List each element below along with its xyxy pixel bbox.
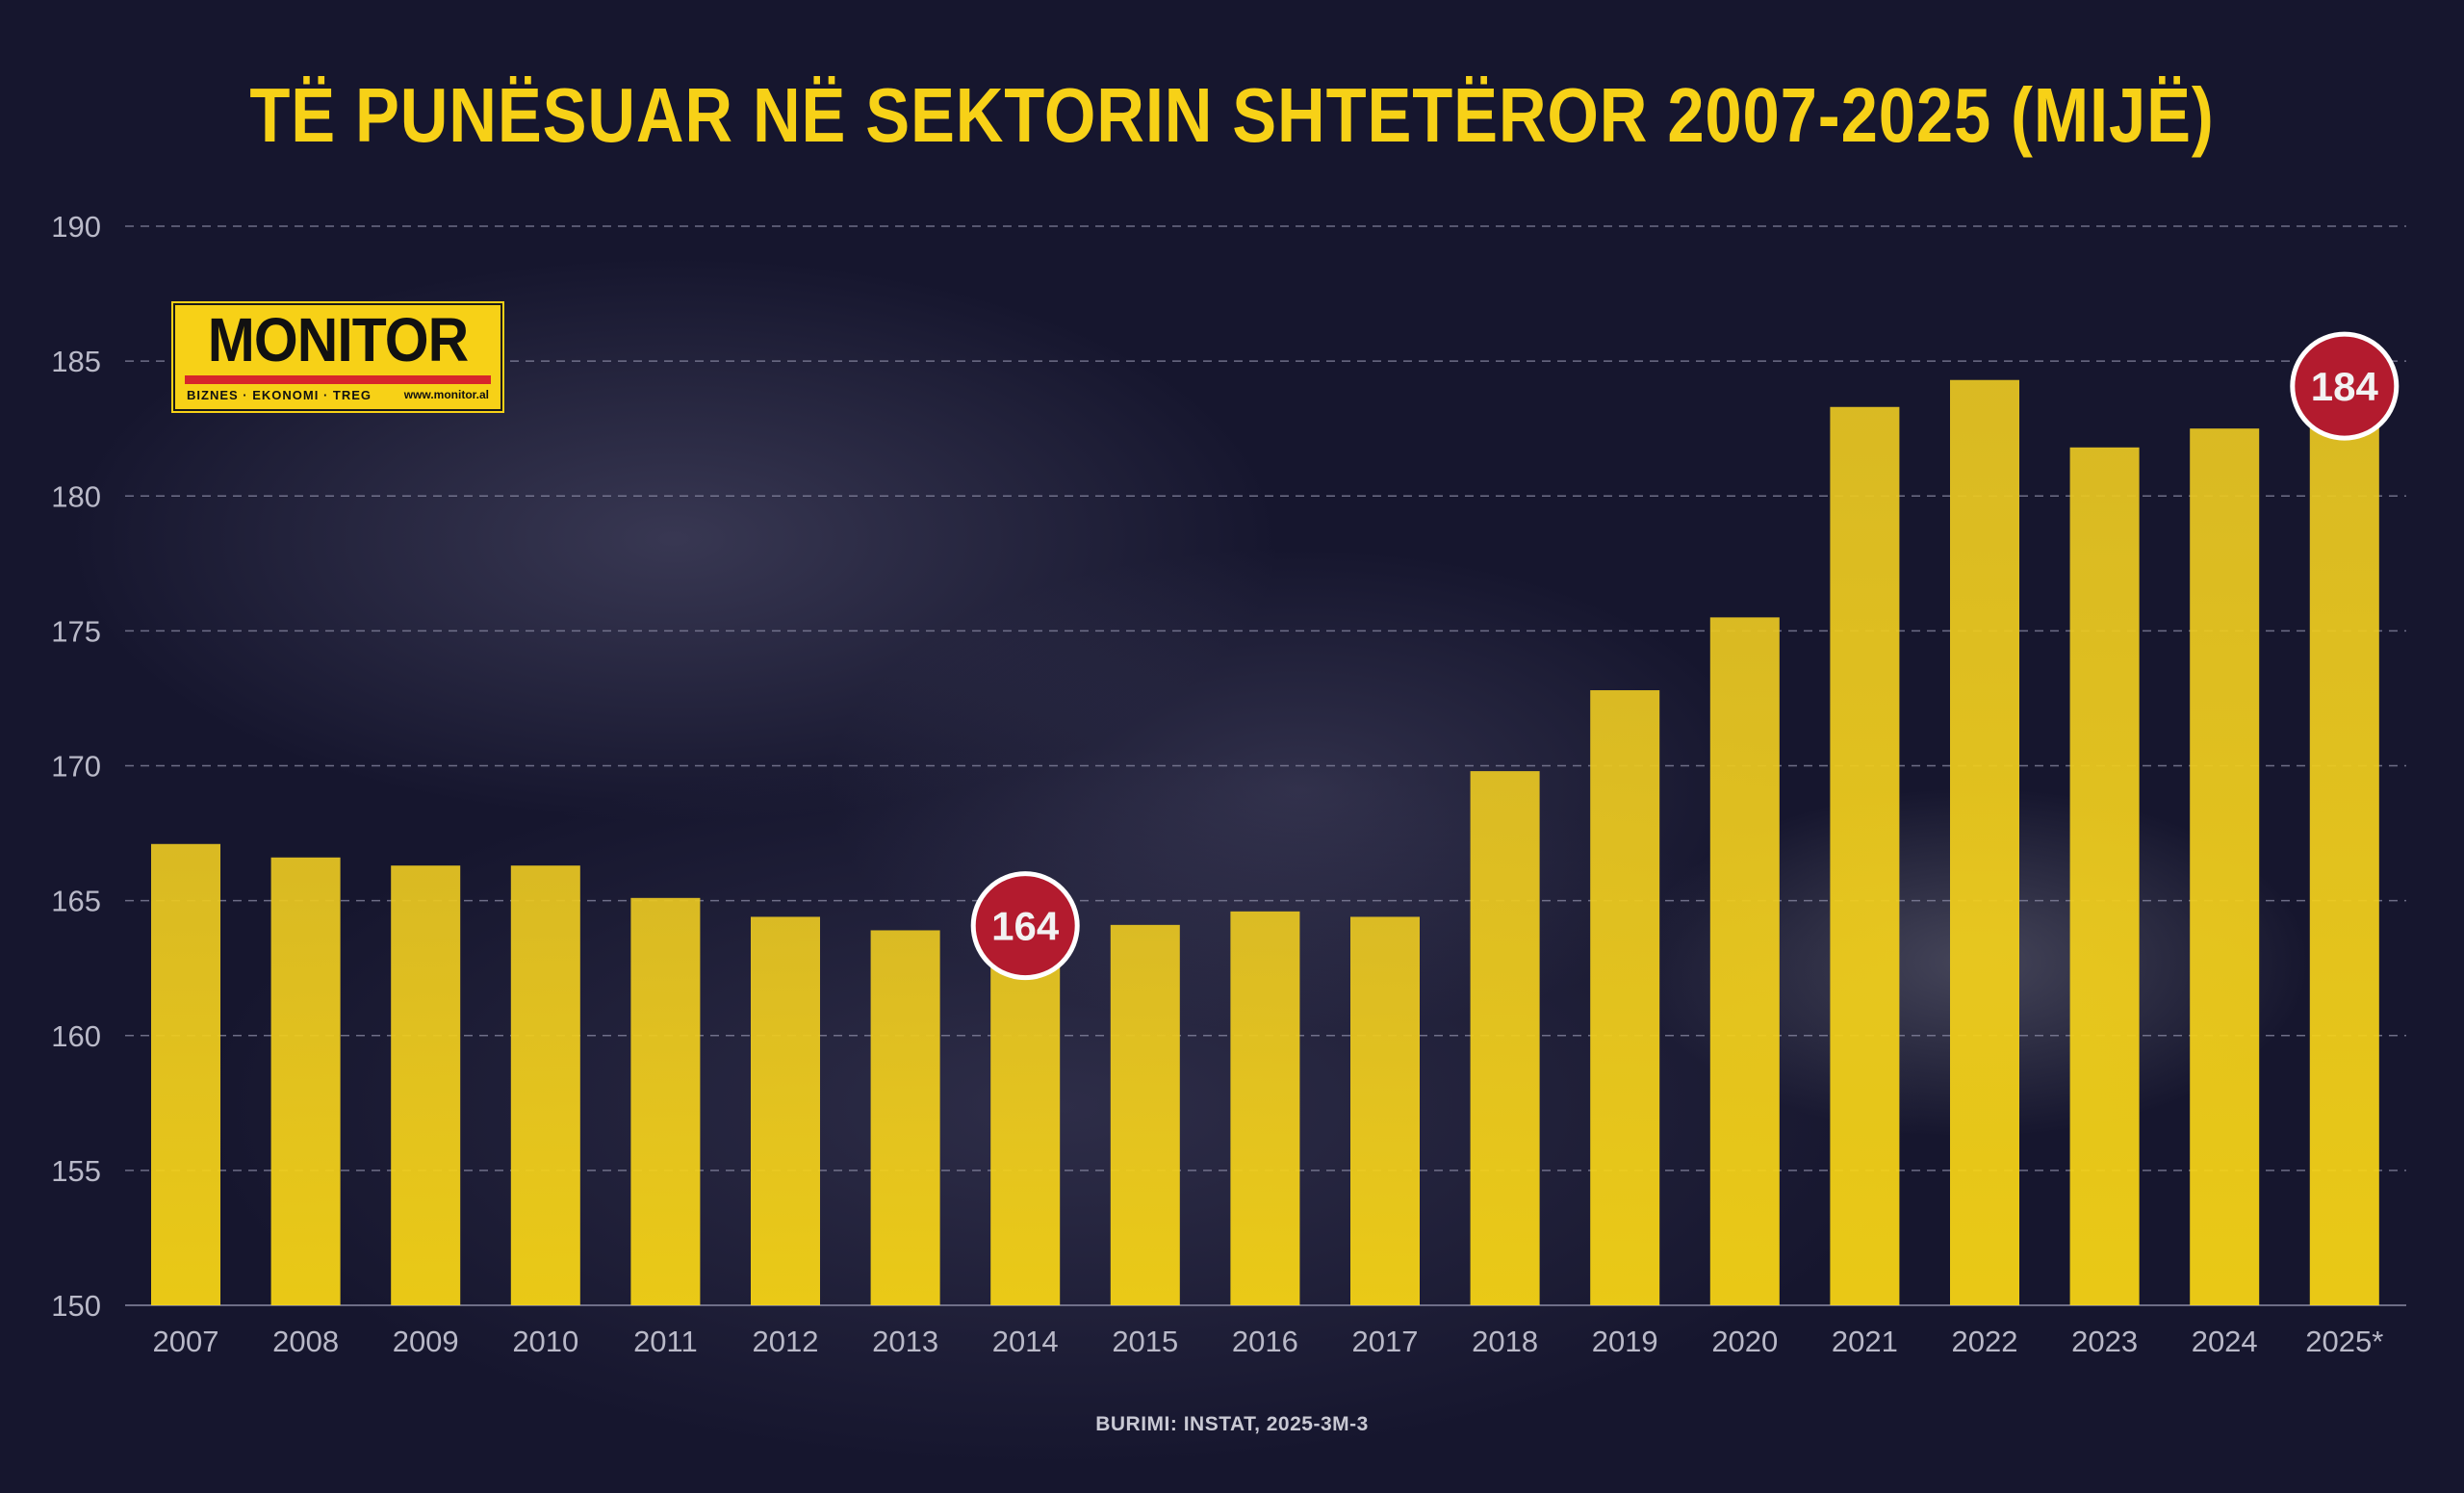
bar-2025-star bbox=[2309, 388, 2379, 1305]
x-tick-label: 2019 bbox=[1592, 1325, 1658, 1358]
bar-2017 bbox=[1350, 916, 1420, 1305]
bar-2021 bbox=[1830, 406, 1900, 1306]
monitor-logo: MONITOR BIZNES · EKONOMI · TREG www.moni… bbox=[173, 303, 502, 411]
x-tick-label: 2017 bbox=[1352, 1325, 1419, 1358]
logo-red-bar bbox=[185, 375, 491, 384]
y-tick-label: 180 bbox=[51, 479, 101, 513]
bar-2019 bbox=[1590, 690, 1660, 1305]
bar-2012 bbox=[751, 916, 820, 1305]
source-note: BURIMI: INSTAT, 2025-3M-3 bbox=[1095, 1413, 1369, 1435]
bar-2007 bbox=[151, 843, 220, 1305]
x-tick-label: 2022 bbox=[1952, 1325, 2018, 1358]
bar-2011 bbox=[630, 897, 701, 1305]
chart-title: TË PUNËSUAR NË SEKTORIN SHTETËROR 2007-2… bbox=[249, 72, 2215, 158]
y-tick-label: 155 bbox=[51, 1154, 101, 1188]
x-tick-label: 2025* bbox=[2305, 1325, 2383, 1358]
bar-2013 bbox=[870, 930, 940, 1305]
highlight-badge bbox=[970, 871, 1080, 981]
x-tick-label: 2008 bbox=[272, 1325, 339, 1358]
y-tick-label: 165 bbox=[51, 885, 101, 918]
highlight-label: 184 bbox=[2311, 364, 2379, 409]
bar-2022 bbox=[1950, 379, 2019, 1305]
x-tick-label: 2012 bbox=[753, 1325, 819, 1358]
bar-2014 bbox=[990, 927, 1061, 1305]
y-tick-label: 160 bbox=[51, 1019, 101, 1053]
bar-2010 bbox=[510, 865, 580, 1305]
y-tick-label: 190 bbox=[51, 210, 101, 244]
highlight-badge bbox=[2290, 331, 2400, 441]
y-tick-label: 150 bbox=[51, 1289, 101, 1323]
x-tick-label: 2015 bbox=[1112, 1325, 1178, 1358]
x-tick-label: 2018 bbox=[1472, 1325, 1538, 1358]
logo-url: www.monitor.al bbox=[403, 388, 489, 401]
bar-2016 bbox=[1230, 911, 1300, 1305]
x-tick-label: 2007 bbox=[153, 1325, 219, 1358]
highlight-label: 164 bbox=[991, 904, 1060, 949]
bar-2009 bbox=[391, 865, 461, 1305]
logo-tagline: BIZNES · EKONOMI · TREG bbox=[187, 388, 372, 402]
logo-wordmark: MONITOR bbox=[207, 305, 469, 374]
bar-2020 bbox=[1709, 617, 1780, 1305]
bar-2018 bbox=[1470, 771, 1540, 1305]
x-tick-label: 2010 bbox=[512, 1325, 578, 1358]
x-tick-label: 2016 bbox=[1232, 1325, 1298, 1358]
y-tick-label: 185 bbox=[51, 345, 101, 378]
x-tick-label: 2023 bbox=[2071, 1325, 2138, 1358]
y-tick-label: 170 bbox=[51, 750, 101, 784]
x-tick-label: 2013 bbox=[872, 1325, 938, 1358]
y-tick-label: 175 bbox=[51, 614, 101, 648]
x-tick-label: 2024 bbox=[2192, 1325, 2258, 1358]
x-tick-label: 2021 bbox=[1832, 1325, 1898, 1358]
bar-2015 bbox=[1110, 924, 1180, 1305]
x-tick-label: 2011 bbox=[633, 1325, 698, 1358]
bar-2008 bbox=[270, 857, 341, 1305]
x-tick-label: 2020 bbox=[1711, 1325, 1778, 1358]
x-tick-label: 2014 bbox=[992, 1325, 1059, 1358]
bar-2024 bbox=[2190, 428, 2260, 1305]
x-tick-label: 2009 bbox=[393, 1325, 459, 1358]
bar-2023 bbox=[2069, 447, 2140, 1305]
